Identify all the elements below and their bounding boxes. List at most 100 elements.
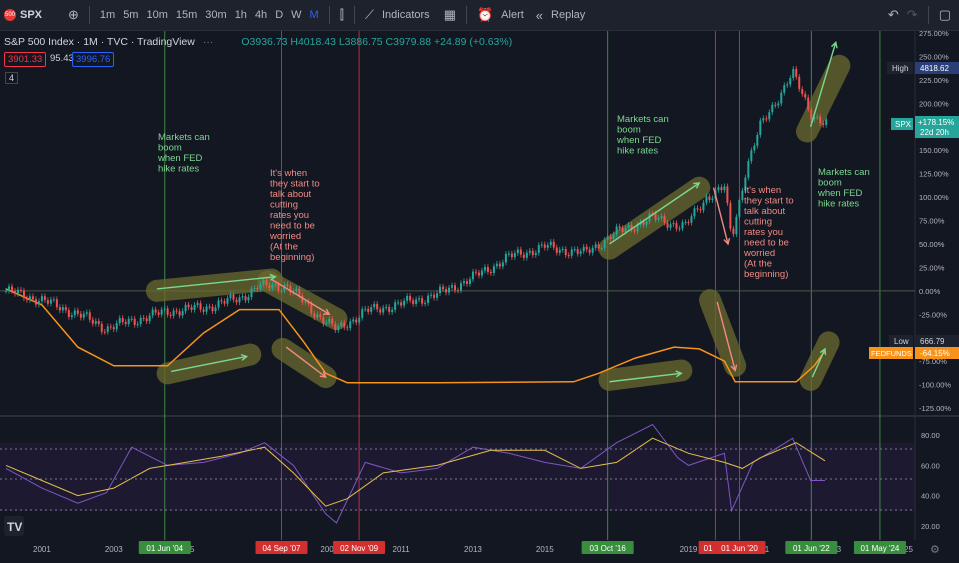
event-tag-text-5: 01 Jun '20 (721, 544, 758, 553)
annotation-boom3-line: hike rates (818, 199, 859, 210)
fullscreen-icon[interactable]: ▢ (938, 7, 951, 22)
indicators-button[interactable]: Indicators (381, 9, 430, 21)
indicators-collapse-toggle[interactable]: 4 (5, 72, 19, 84)
candle-body (97, 321, 100, 324)
candle-body (142, 317, 145, 319)
settings-gear-icon[interactable]: ⚙ (930, 544, 940, 556)
candle-body (633, 229, 636, 232)
candle-body (717, 187, 720, 190)
candle-body (190, 307, 193, 310)
tf-30m[interactable]: 30m (205, 9, 227, 21)
legend-menu-icon[interactable]: ··· (202, 36, 214, 48)
symbol-search[interactable]: 500 SPX (4, 9, 64, 21)
candle-body (561, 249, 564, 251)
tv-logo-icon: TV (7, 520, 22, 534)
alert-button[interactable]: Alert (501, 9, 524, 21)
candle-body (103, 331, 106, 333)
candle-body (684, 222, 687, 224)
replay-button[interactable]: Replay (551, 9, 586, 21)
candle-body (34, 299, 37, 305)
candle-body (732, 228, 735, 235)
candle-body (232, 294, 235, 300)
buy-price[interactable]: 3996.76 (72, 52, 115, 67)
candle-body (723, 186, 726, 191)
high-value-bg (915, 62, 959, 74)
candle-body (696, 208, 699, 210)
low-value-bg (915, 335, 959, 347)
annotation-boom1-line: Markets can (158, 132, 210, 143)
candle-body (636, 224, 639, 232)
annotation-worry1-line: cutting (270, 200, 298, 211)
candle-body (121, 318, 124, 322)
chart-type-candles-icon[interactable]: ⫿ (339, 7, 344, 22)
tf-1h[interactable]: 1h (234, 9, 247, 21)
candle-body (316, 314, 319, 318)
annotation-worry1-line: It's when (270, 168, 307, 179)
event-tag-text-0: 01 Jun '04 (146, 544, 183, 553)
candle-body (687, 222, 690, 224)
low-label-bg (889, 335, 913, 347)
rsi-tick-label: 60.00 (921, 461, 940, 470)
tf-4h[interactable]: 4h (254, 9, 268, 21)
candle-body (373, 303, 376, 308)
candle-body (798, 76, 801, 90)
candle-body (630, 224, 633, 230)
high-label: High 4818.62 (887, 62, 959, 74)
candle-body (738, 199, 741, 217)
tf-m[interactable]: M (309, 9, 319, 21)
candle-body (223, 301, 226, 304)
annotation-boom1-line: hike rates (158, 164, 199, 175)
candle-body (825, 119, 828, 125)
layout-grid-icon[interactable]: ▦ (443, 7, 456, 22)
candle-body (385, 306, 388, 308)
candle-body (525, 252, 528, 258)
candle-body (615, 226, 618, 235)
candle-body (334, 323, 337, 331)
candle-body (172, 310, 175, 316)
rsi-ma-line (5, 437, 826, 507)
tf-w[interactable]: W (291, 9, 302, 21)
arrow-head-9 (819, 347, 827, 355)
tf-1m[interactable]: 1m (99, 9, 116, 21)
candle-body (202, 309, 205, 312)
candle-body (403, 300, 406, 306)
candle-body (747, 161, 750, 178)
low-value-text: 666.79 (920, 337, 945, 346)
candle-body (229, 294, 232, 299)
candle-body (295, 288, 298, 292)
candle-body (582, 246, 585, 252)
sell-price[interactable]: 3901.33 (4, 52, 47, 67)
redo-icon[interactable]: ↷ (906, 7, 918, 22)
candle-body (612, 234, 615, 239)
candle-body (109, 326, 112, 328)
candle-body (196, 303, 199, 305)
tf-d[interactable]: D (275, 9, 284, 21)
tf-10m[interactable]: 10m (146, 9, 168, 21)
spread-value: 95.43 (50, 53, 74, 64)
candle-body (573, 249, 576, 251)
tf-15m[interactable]: 15m (175, 9, 198, 21)
undo-icon[interactable]: ↶ (887, 7, 899, 22)
candle-body (250, 288, 253, 298)
rsi-line (5, 423, 825, 524)
annotation-boom1-line: when FED (157, 153, 202, 164)
candle-body (298, 288, 301, 296)
candle-body (804, 93, 807, 98)
candle-body (199, 303, 202, 310)
candle-body (795, 68, 798, 77)
candle-body (774, 104, 777, 106)
tf-5m[interactable]: 5m (123, 9, 139, 21)
candle-body (31, 296, 34, 300)
y-tick-label: 75.00% (919, 217, 945, 226)
candle-body (49, 299, 52, 304)
x-tick-label: 2009 (320, 545, 338, 554)
candle-body (468, 279, 471, 284)
top-toolbar: 500 SPX ⊕ 1m 5m 10m 15m 30m 1h 4h D W M … (0, 0, 959, 31)
compare-plus-icon[interactable]: ⊕ (68, 7, 79, 22)
candle-body (79, 313, 82, 318)
event-date-tags: 01 Jun '04 04 Sep '07 02 Nov '09 03 Oct '16… (138, 541, 906, 554)
candle-body (259, 284, 262, 290)
candle-body (277, 284, 280, 291)
annotation-worry1-line: need to be (270, 221, 315, 232)
